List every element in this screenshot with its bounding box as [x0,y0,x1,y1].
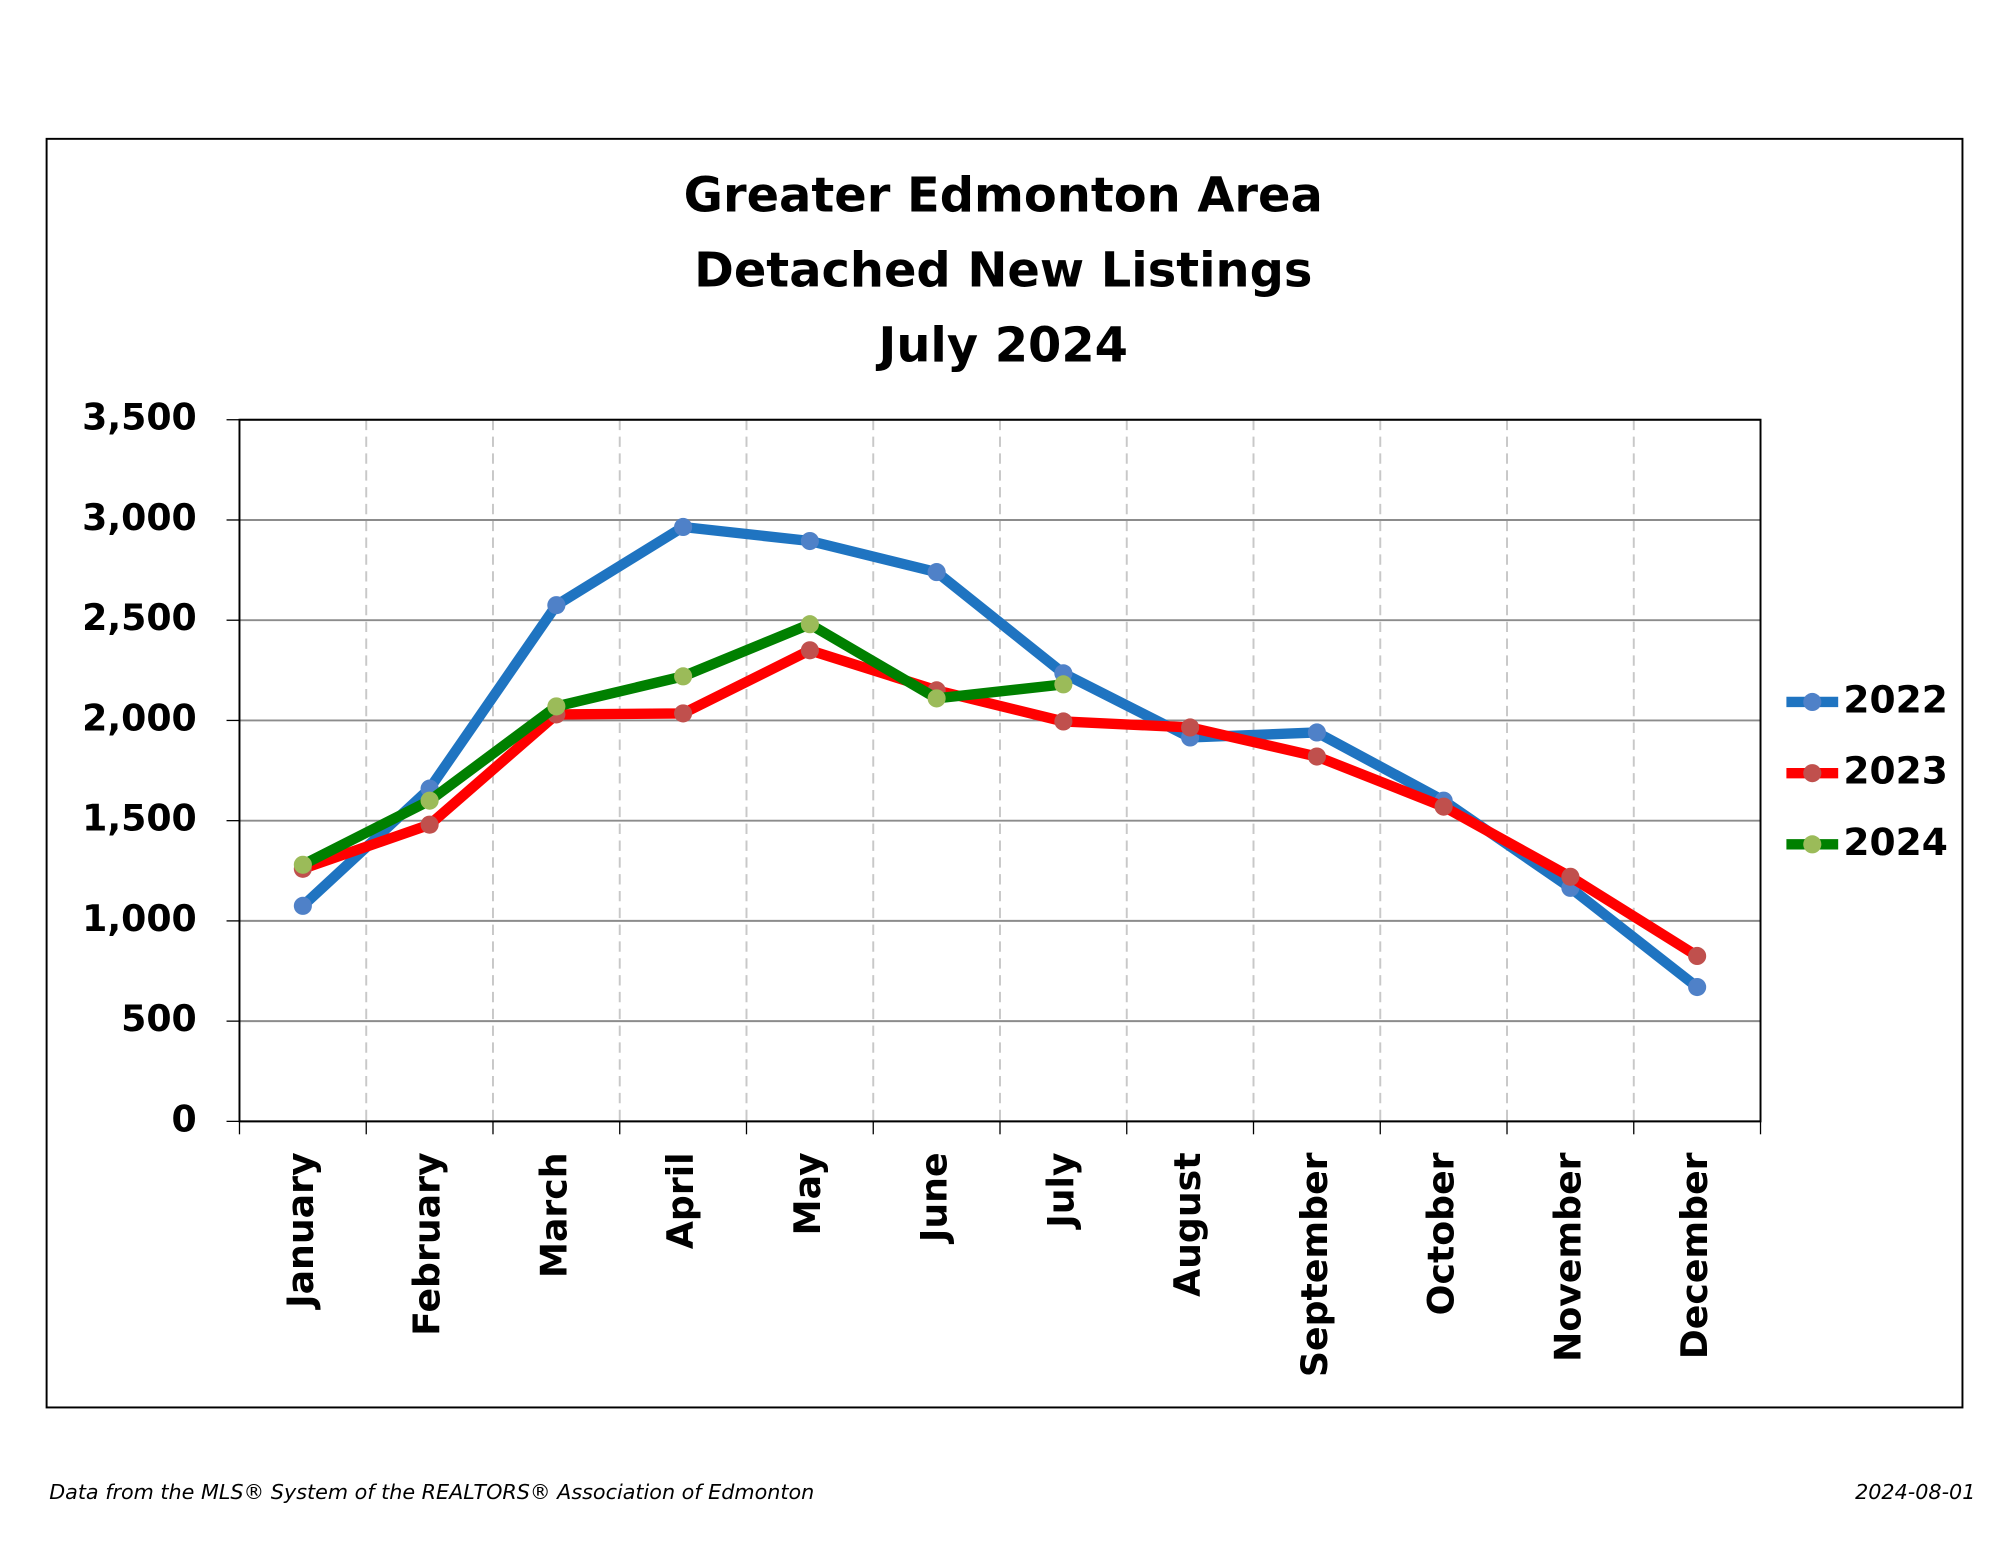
data-point [1688,977,1707,997]
data-point [927,563,946,582]
chart-title: Detached New Listings [694,243,1312,298]
data-point [1054,675,1073,694]
legend-marker [1803,835,1822,854]
x-tick-label: May [786,1152,829,1235]
data-point [800,641,819,660]
legend-marker [1803,764,1822,783]
data-point [674,704,693,723]
chart-title: July 2024 [876,319,1128,374]
data-point [420,791,439,810]
data-point [420,815,439,834]
data-point [800,531,819,551]
y-tick-label: 0 [172,1097,197,1140]
legend-label: 2023 [1843,749,1947,793]
footer-source: Data from the MLS® System of the REALTOR… [49,1480,814,1504]
series-line [301,645,1700,961]
y-tick-label: 2,500 [82,596,197,639]
data-point [674,667,693,686]
data-point [800,615,819,634]
x-tick-label: February [406,1152,449,1335]
x-tick-label: November [1546,1152,1589,1362]
data-point [674,517,693,537]
footer-date: 2024-08-01 [1855,1480,1975,1504]
x-tick-label: August [1166,1152,1209,1296]
y-tick-label: 3,500 [82,396,197,439]
data-point [547,596,566,615]
chart-title: Greater Edmonton Area [684,168,1323,223]
x-tick-label: September [1293,1152,1336,1377]
legend-label: 2024 [1843,820,1947,864]
y-tick-label: 3,000 [82,496,197,539]
data-point [1181,718,1200,737]
y-tick-label: 1,000 [82,897,197,940]
y-tick-label: 2,000 [82,696,197,739]
x-tick-label: December [1673,1152,1716,1359]
x-tick-label: October [1420,1152,1463,1315]
y-tick-label: 500 [121,997,197,1040]
data-point [1307,747,1326,766]
data-point [293,896,312,915]
legend-label: 2022 [1843,677,1947,721]
data-point [547,697,566,716]
x-tick-label: March [532,1152,575,1278]
y-tick-label: 1,500 [82,797,197,840]
x-tick-label: July [1039,1152,1082,1230]
x-tick-label: June [913,1152,956,1245]
x-tick-label: April [659,1152,702,1249]
data-point [927,689,946,708]
data-point [1434,797,1453,816]
data-point [1307,723,1326,742]
legend-marker [1803,692,1822,712]
data-point [1054,712,1073,731]
x-tick-label: January [279,1152,322,1310]
data-point [293,855,312,874]
data-point [1688,946,1707,966]
data-point [1561,867,1580,886]
